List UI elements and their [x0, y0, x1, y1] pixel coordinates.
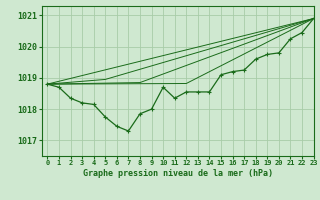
X-axis label: Graphe pression niveau de la mer (hPa): Graphe pression niveau de la mer (hPa) — [83, 169, 273, 178]
